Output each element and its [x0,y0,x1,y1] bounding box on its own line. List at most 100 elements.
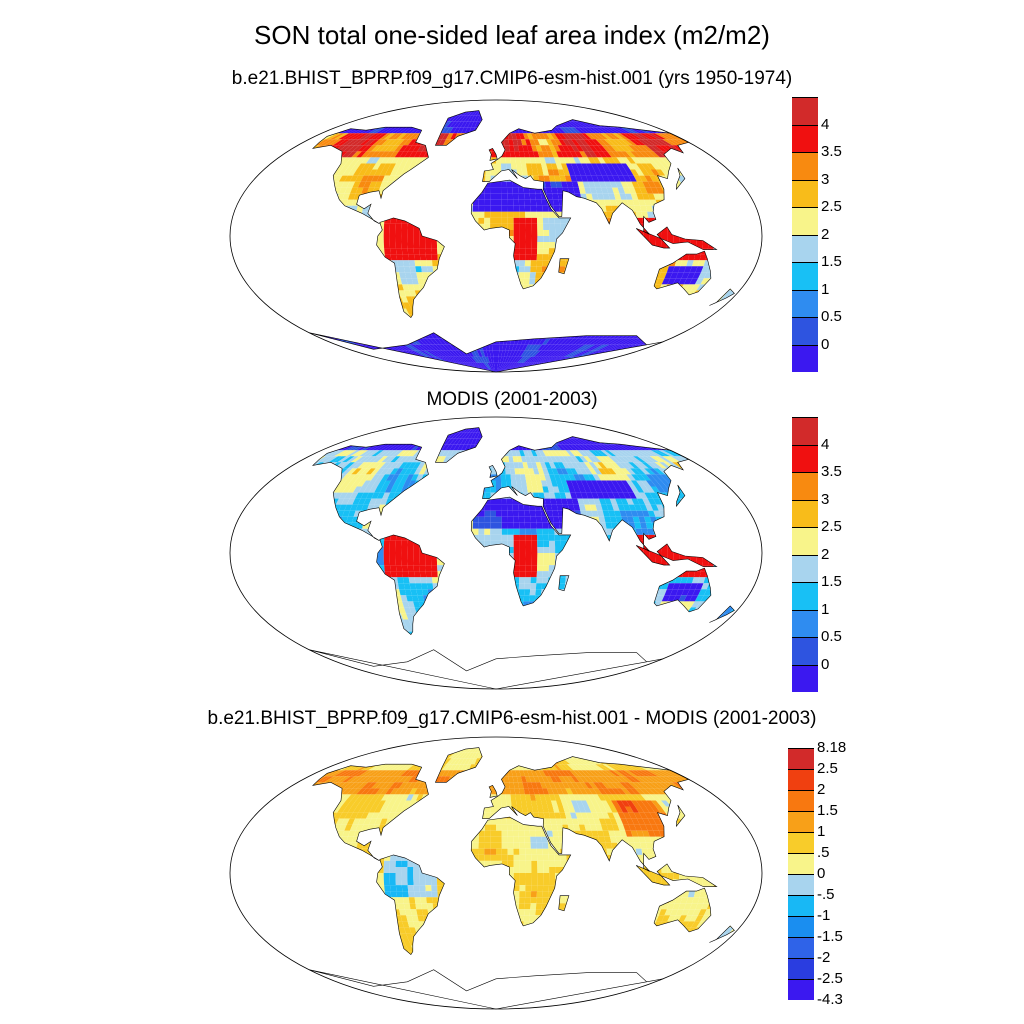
colorbar-tick-label: 1 [821,600,830,618]
colorbar-tick-label: 1.5 [821,573,842,590]
colorbar-tick-label: 1 [817,823,826,840]
coastline-australia [653,887,712,933]
colorbar-swatch [792,664,818,692]
colorbar-tick-label: 3 [821,490,830,508]
coastline-australia [653,567,712,613]
colorbar-tick-label: -2 [817,949,831,966]
coastline-madagascar [558,895,570,912]
map-projection-border [229,99,763,373]
coastline-indonesia [635,543,718,567]
map-difference-lai [229,736,763,1010]
coastline-nz [709,288,735,306]
colorbar-swatch [792,472,818,500]
colorbar-swatch [792,152,818,180]
coastline-africa [470,496,572,607]
colorbar-tick-label: -.5 [817,886,835,903]
coastline-uk [488,785,498,798]
colorbar-tick-label: 0 [821,335,830,353]
colorbar-swatch [792,527,818,555]
coastline-namerica [311,126,429,225]
panel-title-difference: b.e21.BHIST_BPRP.f09_g17.CMIP6-esm-hist.… [207,708,817,729]
colorbar-tick-label: 0.5 [821,628,842,645]
colorbar-tick-label: 1.5 [817,802,838,819]
colorbar-tick-label: 1.5 [821,253,842,270]
colorbar-modis: 0 0.5 1 1.5 2 2.5 3 3.5 4 [792,417,862,692]
colorbar-swatch [792,179,818,207]
colorbar-tick-label: 3 [821,170,830,188]
colorbar-swatch [792,444,818,472]
colorbar-swatch [792,124,818,152]
coastline-nz [709,925,735,943]
colorbar-tick-label: 0.5 [821,308,842,325]
colorbar-swatch [792,582,818,610]
colorbar-swatch [792,234,818,262]
colorbar-tick-label: 2 [821,225,830,243]
colorbar-tick-label: -2.5 [817,970,843,987]
map-projection-border [229,416,763,690]
colorbar-swatch [792,609,818,637]
coastline-uk [488,148,498,161]
colorbar-tick-label: 8.18 [817,739,847,756]
coastline-eurasia [482,436,690,552]
coastline-greenland [434,747,483,783]
coastline-namerica [311,443,429,542]
coastline-indonesia [635,863,718,887]
colorbar-swatch [792,637,818,665]
colorbar-swatch [788,916,814,937]
coastline-greenland [434,110,483,146]
coastline-eurasia [482,119,690,235]
coastline-africa [470,816,572,927]
coastline-samerica [376,534,445,636]
colorbar-tick-label: -4.3 [817,991,843,1008]
figure-title: SON total one-sided leaf area index (m2/… [254,20,770,50]
colorbar-model: 0 0.5 1 1.5 2 2.5 3 3.5 4 [792,97,862,372]
colorbar-swatch [788,790,814,811]
colorbar-difference: -4.3 -2.5 -2 -1.5 -1 -.5 0 .5 1 1.5 2 2.5 8.18 [788,740,858,1007]
panel-title-modis: MODIS (2001-2003) [426,389,598,410]
colorbar-tick-label: 3.5 [821,463,842,480]
colorbar-swatch [792,262,818,290]
coastline-nz [709,605,735,623]
colorbar-tick-label: -1 [817,907,831,924]
coastline-samerica [376,854,445,956]
colorbar-tick-label: .5 [817,844,830,861]
colorbar-swatch [788,748,814,769]
colorbar-swatch [788,832,814,853]
coastline-uk [488,465,498,478]
colorbar-swatch [792,554,818,582]
colorbar-tick-label: 2.5 [821,518,842,535]
colorbar-swatch [792,499,818,527]
coastline-madagascar [558,575,570,592]
colorbar-tick-label: 4 [821,435,830,453]
coastline-australia [653,250,712,296]
colorbar-swatch [788,811,814,832]
coastline-africa [470,179,572,290]
coastline-eurasia [482,756,690,872]
colorbar-swatch [788,895,814,916]
colorbar-tick-label: 2 [817,781,826,798]
colorbar-tick-label: 2.5 [817,760,838,777]
coastline-japan [676,484,686,508]
colorbar-swatch [788,958,814,979]
colorbar-tick-label: 2 [821,545,830,563]
coastline-indonesia [635,226,718,250]
colorbar-swatch [788,874,814,895]
colorbar-swatch [788,769,814,790]
colorbar-tick-label: 4 [821,115,830,133]
colorbar-tick-label: 2.5 [821,198,842,215]
coastline-japan [676,804,686,828]
colorbar-swatch [792,97,818,125]
colorbar-tick-label: 0 [821,655,830,673]
colorbar-swatch [788,979,814,1000]
coastline-greenland [434,427,483,463]
colorbar-swatch [792,344,818,372]
colorbar-swatch [792,417,818,445]
colorbar-swatch [788,937,814,958]
colorbar-tick-label: -1.5 [817,928,843,945]
coastline-namerica [311,763,429,862]
colorbar-swatch [792,289,818,317]
colorbar-swatch [792,207,818,235]
colorbar-tick-label: 3.5 [821,143,842,160]
panel-title-model: b.e21.BHIST_BPRP.f09_g17.CMIP6-esm-hist.… [231,68,793,89]
coastline-samerica [376,217,445,319]
